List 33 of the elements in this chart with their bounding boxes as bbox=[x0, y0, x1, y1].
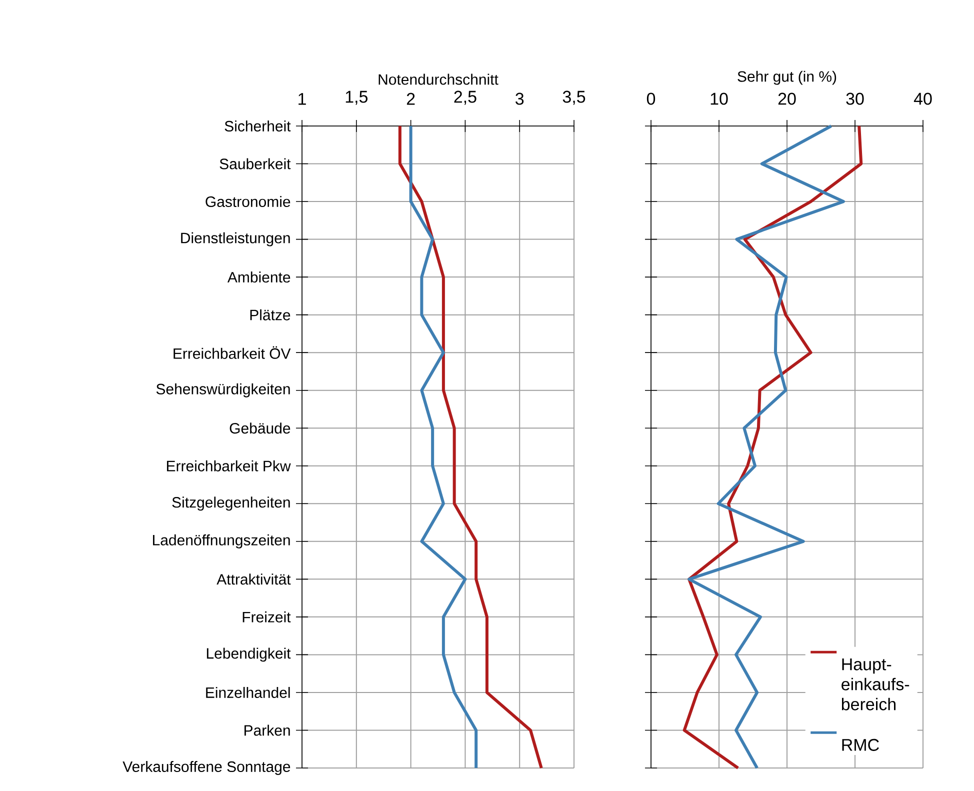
y-tick-label: Sehenswürdigkeiten bbox=[156, 383, 290, 398]
x-axis-title: Notendurchschnitt bbox=[378, 74, 498, 85]
y-tick-label: Erreichbarkeit Pkw bbox=[166, 460, 291, 472]
y-tick-label: Sauberkeit bbox=[220, 158, 291, 170]
y-tick-label: Gastronomie bbox=[206, 196, 290, 208]
x-tick-label: 20 bbox=[778, 92, 796, 105]
x-tick-label: 1 bbox=[298, 93, 306, 105]
y-tick-label: Ambiente bbox=[227, 272, 290, 283]
y-tick-label: Einzelhandel bbox=[206, 686, 290, 698]
text: Haupt-einkaufs-bereich bbox=[842, 658, 910, 710]
y-tick-label: Parken bbox=[244, 724, 290, 736]
y-tick-label: Gebäude bbox=[230, 422, 290, 434]
x-tick-label: 2,5 bbox=[454, 90, 476, 105]
x-tick-label: 3 bbox=[516, 92, 524, 105]
y-tick-label: Sitzgelegenheiten bbox=[172, 496, 290, 511]
y-tick-label: Freizeit bbox=[242, 611, 291, 622]
y-tick-label: Dienstleistungen bbox=[181, 232, 290, 246]
y-tick-label: Lebendigkeit bbox=[206, 648, 291, 662]
x-tick-label: 1,5 bbox=[346, 90, 368, 105]
x-tick-label: 30 bbox=[846, 92, 864, 105]
x-tick-label: 10 bbox=[710, 92, 728, 105]
y-tick-label: Erreichbarkeit ÖV bbox=[174, 346, 291, 359]
x-tick-label: 2 bbox=[406, 92, 415, 105]
x-tick-label: 0 bbox=[646, 92, 656, 105]
y-tick-label: Attraktivität bbox=[216, 574, 291, 585]
y-tick-label: Ladenöffnungszeiten bbox=[153, 534, 290, 548]
x-tick-label: 40 bbox=[914, 92, 932, 105]
y-tick-label: Verkaufsoffene Sonntage bbox=[122, 761, 290, 775]
x-tick-label: 3,5 bbox=[562, 90, 586, 105]
text: RMC bbox=[842, 738, 879, 751]
y-tick-label: Plätze bbox=[250, 309, 290, 320]
x-axis-title: Sehr gut (in %) bbox=[738, 70, 836, 85]
y-tick-label: Sicherheit bbox=[224, 120, 291, 132]
